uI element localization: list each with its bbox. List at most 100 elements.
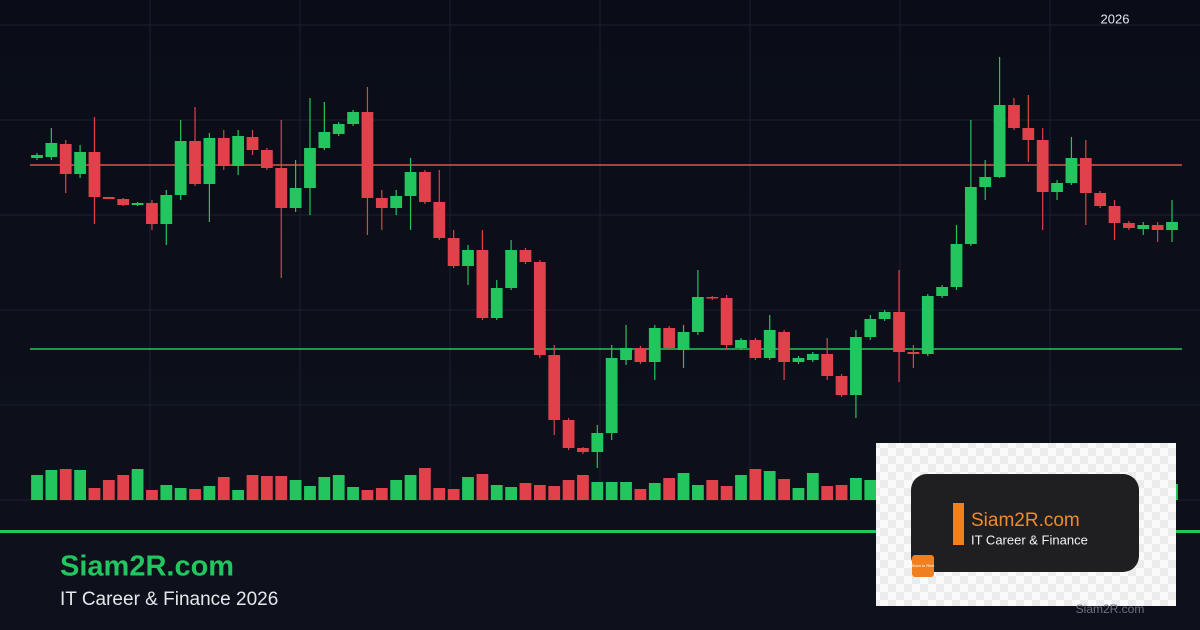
candle-body [1022, 128, 1035, 140]
candle-body [275, 168, 288, 208]
candle-body [921, 296, 934, 354]
candle-body [691, 297, 704, 332]
volume-bar [706, 480, 719, 500]
candle-body [763, 330, 776, 358]
volume-bar [835, 485, 848, 500]
candle-body [1166, 222, 1178, 230]
volume-bar [720, 486, 733, 500]
candle-body [706, 297, 719, 299]
candle-body [907, 352, 920, 354]
volume-bar [88, 488, 101, 500]
candle-body [462, 250, 474, 266]
volume-bar [404, 475, 417, 500]
volume-bar [735, 475, 747, 500]
volume-bar [31, 475, 43, 500]
candle-body [74, 152, 86, 174]
logo-panel [911, 474, 1139, 572]
candle-body [677, 332, 690, 350]
candle-body [648, 328, 661, 362]
candle-body [1051, 183, 1063, 192]
candle-body [720, 298, 733, 345]
candle-body [31, 155, 43, 158]
volume-bar [663, 478, 676, 500]
candle-body [174, 141, 187, 195]
volume-bar [648, 483, 661, 500]
volume-bar [347, 487, 359, 500]
candle-body [562, 420, 575, 448]
candle-body [792, 358, 805, 362]
candle-body [476, 250, 489, 318]
candle-body [375, 198, 388, 208]
volume-bar [332, 475, 345, 500]
candle-body [533, 262, 546, 355]
candle-body [160, 195, 173, 224]
volume-bar [763, 471, 776, 500]
candle-body [1008, 105, 1020, 128]
candle-body [806, 354, 819, 360]
logo-badge [912, 555, 934, 577]
volume-bar [102, 480, 115, 500]
candle-body [332, 124, 345, 134]
logo-subtitle: IT Career & Finance [971, 532, 1088, 547]
volume-bar [462, 477, 474, 500]
volume-bar [821, 486, 834, 500]
candle-body [232, 136, 245, 166]
candle-body [59, 144, 72, 174]
volume-bar [548, 486, 561, 500]
candle-body [505, 250, 518, 288]
candle-body [735, 340, 747, 348]
candle-body [605, 358, 618, 433]
volume-bar [45, 470, 58, 500]
candle-body [548, 355, 561, 420]
candle-body [1036, 140, 1049, 192]
candle-body [519, 250, 532, 262]
candle-body [304, 148, 316, 188]
volume-bar [289, 480, 302, 500]
candle-body [663, 328, 676, 348]
candle-body [390, 196, 403, 208]
volume-bar [146, 490, 158, 500]
volume-bar [605, 482, 618, 500]
volume-bar [634, 489, 647, 500]
volume-bar [749, 469, 762, 500]
candle-body [1065, 158, 1078, 183]
volume-bar [419, 468, 431, 500]
volume-bar [447, 489, 460, 500]
candle-body [131, 203, 144, 205]
volume-bar [246, 475, 259, 500]
volume-bar [620, 482, 632, 500]
volume-bar [677, 473, 690, 500]
volume-bar [131, 469, 144, 500]
logo-title: Siam2R.com [971, 510, 1080, 531]
candle-body [893, 312, 905, 352]
volume-bar [117, 475, 130, 500]
volume-bar [792, 488, 805, 500]
candle-body [835, 376, 848, 395]
candle-body [203, 138, 216, 184]
candle-body [189, 141, 201, 184]
candle-body [88, 152, 101, 197]
candle-body [419, 172, 431, 202]
candle-body [102, 197, 115, 199]
candle-body [964, 187, 977, 244]
volume-bar [476, 474, 489, 500]
volume-bar [691, 485, 704, 500]
volume-bar [577, 475, 589, 500]
candle-body [260, 150, 273, 168]
volume-bar [562, 480, 575, 500]
volume-bar [275, 476, 288, 500]
candle-body [878, 312, 891, 319]
candle-body [318, 132, 331, 148]
candle-body [404, 172, 417, 196]
candle-body [246, 137, 259, 150]
candle-body [289, 188, 302, 208]
brand-subtitle: IT Career & Finance 2026 [60, 589, 278, 610]
candle-body [749, 340, 762, 358]
volume-bar [304, 486, 316, 500]
volume-bar [318, 477, 331, 500]
volume-bar [850, 478, 862, 500]
candle-body [979, 177, 992, 187]
candle-body [1123, 223, 1135, 228]
